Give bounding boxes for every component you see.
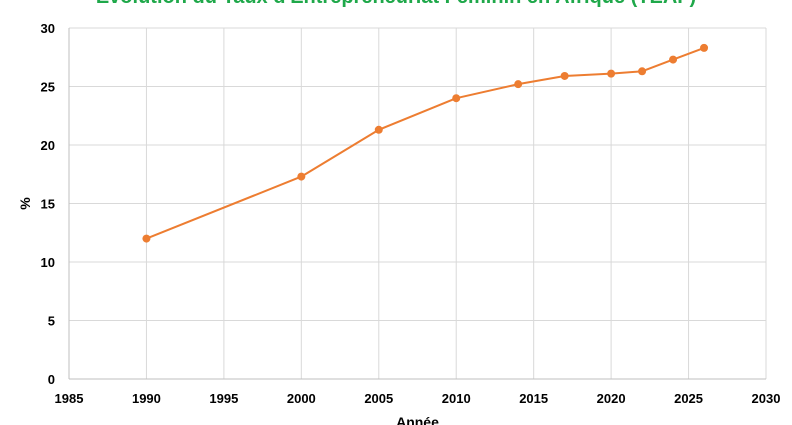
data-point — [607, 69, 616, 78]
data-point — [700, 43, 709, 52]
x-tick-labels: 1985 1990 1995 2000 2005 2010 2015 2020 2025 2030 — [55, 391, 781, 406]
y-tick-label: 10 — [41, 255, 55, 270]
data-point — [514, 80, 523, 89]
y-tick-label: 25 — [41, 80, 55, 95]
x-tick-label: 2030 — [752, 391, 781, 406]
data-point — [560, 71, 569, 80]
x-tick-label: 1995 — [209, 391, 238, 406]
x-tick-label: 2020 — [597, 391, 626, 406]
series-line — [146, 46, 705, 240]
series-group — [142, 43, 709, 243]
data-point — [452, 94, 461, 103]
chart-title: Évolution du Taux d'Entrepreneuriat Fémi… — [0, 0, 792, 9]
x-tick-label: 2000 — [287, 391, 316, 406]
data-point — [142, 234, 151, 243]
y-tick-label: 5 — [48, 314, 55, 329]
y-axis-label: % — [17, 197, 33, 210]
y-tick-label: 30 — [41, 21, 55, 36]
horizontal-gridlines — [69, 27, 766, 321]
data-point — [297, 172, 306, 181]
x-tick-label: 1985 — [55, 391, 84, 406]
x-axis-label: Année — [396, 414, 439, 425]
y-tick-labels: 0 5 10 15 20 25 30 — [41, 21, 55, 387]
y-tick-label: 15 — [41, 197, 55, 212]
x-tick-label: 2005 — [364, 391, 393, 406]
data-point — [669, 55, 678, 64]
x-tick-label: 2010 — [442, 391, 471, 406]
data-point — [374, 125, 383, 134]
x-tick-label: 2015 — [519, 391, 548, 406]
y-tick-label: 20 — [41, 138, 55, 153]
data-point — [638, 67, 647, 76]
y-tick-label: 0 — [48, 372, 55, 387]
x-tick-label: 1990 — [132, 391, 161, 406]
x-tick-label: 2025 — [674, 391, 703, 406]
